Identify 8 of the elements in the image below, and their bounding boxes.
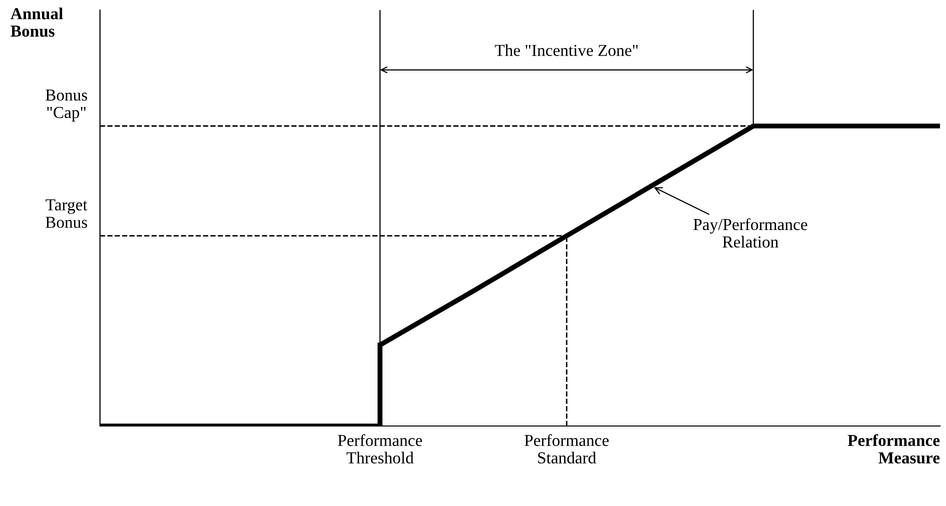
text: The "Incentive Zone": [494, 44, 638, 56]
x-tick-label: Performance Standard: [524, 434, 609, 464]
ref-line-label: Bonus "Cap": [46, 90, 88, 122]
annotation: Pay/Performance Relation: [693, 218, 808, 248]
text: Annual Bonus: [10, 8, 63, 37]
x-axis-title: Performance Measure: [848, 434, 940, 464]
x-tick-label: Performance Threshold: [338, 434, 422, 464]
ref-line-label: Target Bonus: [46, 199, 88, 228]
